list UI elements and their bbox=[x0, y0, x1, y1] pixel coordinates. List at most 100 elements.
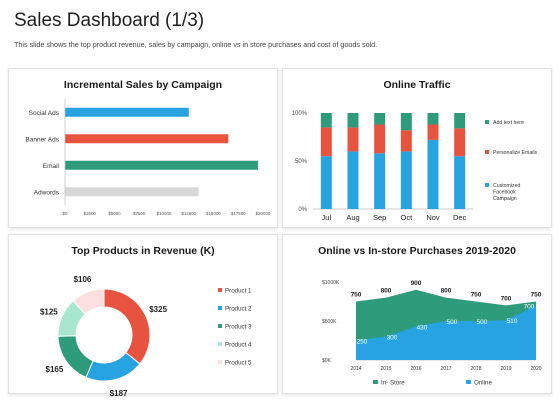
data-label-in-store-2019: 700 bbox=[501, 295, 512, 302]
bar-adwords bbox=[65, 187, 199, 197]
x-tick-label: $10000 bbox=[157, 211, 172, 216]
data-label-online-2015: 300 bbox=[387, 335, 398, 342]
incremental-sales-chart: Social Ads Banner Ads Email Adwords $0 $2500 $… bbox=[25, 99, 271, 216]
online-traffic-title: Online Traffic bbox=[383, 79, 451, 91]
y-tick-label: 100% bbox=[292, 111, 308, 117]
data-label-online-2014: 250 bbox=[357, 339, 368, 346]
bar-segment-personalize-emails-jul bbox=[320, 127, 332, 157]
bar-segment-personalize-emails-nov bbox=[427, 124, 439, 140]
y-tick-label: $1000K bbox=[322, 280, 340, 286]
x-tick-label-2018: 2018 bbox=[470, 366, 481, 372]
x-tick-label-2014: 2014 bbox=[350, 366, 361, 372]
data-label-in-store-2016: 900 bbox=[411, 280, 422, 287]
legend-label-customized-facebook-campaign: Customized Facebook Campaign bbox=[493, 183, 521, 202]
category-label-banner-ads: Banner Ads bbox=[25, 136, 59, 143]
x-tick-label-aug: Aug bbox=[346, 213, 359, 222]
y-tick-label: 0% bbox=[298, 207, 307, 213]
panel-purchases: Online vs In-store Purchases 2019-2020 $… bbox=[282, 234, 552, 394]
panel-top-products: Top Products in Revenue (K) $325 $187 $165… bbox=[8, 234, 278, 398]
bar-segment-add-text-here-sep bbox=[374, 113, 386, 125]
x-tick-label-jul: Jul bbox=[322, 213, 332, 222]
x-tick-label: $12500 bbox=[181, 211, 196, 216]
data-label-in-store-2020: 750 bbox=[531, 292, 542, 299]
x-tick-label: $15000 bbox=[206, 211, 221, 216]
x-tick-label-2015: 2015 bbox=[380, 366, 391, 372]
data-label-product-4: $125 bbox=[40, 307, 58, 316]
category-label-adwords: Adwords bbox=[34, 189, 60, 196]
legend-label-product-1: Product 1 bbox=[225, 288, 252, 295]
data-label-online-2018: 500 bbox=[477, 319, 488, 326]
bar-segment-customized-facebook-campaign-sep bbox=[374, 153, 386, 209]
x-tick-label: $0 bbox=[63, 211, 68, 216]
x-tick-label-oct: Oct bbox=[400, 213, 413, 222]
data-label-online-2016: 430 bbox=[417, 324, 428, 331]
bar-segment-customized-facebook-campaign-dec bbox=[454, 156, 466, 209]
legend-swatch-product-2 bbox=[218, 306, 222, 310]
x-tick-label-2019: 2019 bbox=[500, 366, 511, 372]
bar-segment-personalize-emails-oct bbox=[400, 130, 412, 152]
x-tick-label: $7500 bbox=[133, 211, 146, 216]
bar-segment-personalize-emails-dec bbox=[454, 128, 466, 157]
legend-swatch-product-5 bbox=[218, 360, 222, 364]
data-label-product-5: $106 bbox=[74, 275, 92, 284]
bar-segment-add-text-here-dec bbox=[454, 113, 466, 129]
data-label-online-2017: 500 bbox=[447, 319, 458, 326]
y-tick-label: $500K bbox=[322, 319, 337, 325]
legend-label-add-text-here: Add text here bbox=[493, 120, 524, 126]
legend-swatch-product-3 bbox=[218, 324, 222, 328]
panel-incremental-sales: Incremental Sales by Campaign Social Ads… bbox=[8, 68, 278, 228]
bar-segment-add-text-here-nov bbox=[427, 113, 439, 125]
legend-swatch-product-4 bbox=[218, 342, 222, 346]
bar-segment-add-text-here-oct bbox=[400, 113, 412, 131]
x-tick-label: $20000 bbox=[256, 211, 271, 216]
x-tick-label-2016: 2016 bbox=[410, 366, 421, 372]
legend-swatch-online bbox=[466, 380, 471, 384]
data-label-in-store-2015: 800 bbox=[381, 288, 392, 295]
legend-label-product-4: Product 4 bbox=[225, 342, 252, 349]
x-tick-label: $17500 bbox=[231, 211, 246, 216]
bar-segment-personalize-emails-sep bbox=[374, 124, 386, 154]
online-traffic-chart: 100% 50% 0% Jul Aug Sep Oct Nov Dec Customized Fac… bbox=[292, 111, 538, 222]
legend-label-product-5: Product 5 bbox=[225, 360, 252, 367]
data-label-product-3: $165 bbox=[46, 365, 64, 374]
bar-segment-customized-facebook-campaign-nov bbox=[427, 139, 439, 209]
panel-online-traffic: Online Traffic 100% 50% 0% Jul Aug Sep Oct Nov D… bbox=[282, 68, 552, 228]
x-tick-label-2017: 2017 bbox=[440, 366, 451, 372]
legend-label-online: Online bbox=[474, 380, 492, 387]
x-tick-label-dec: Dec bbox=[453, 213, 467, 222]
page-title: Sales Dashboard (1/3) bbox=[14, 10, 205, 31]
x-tick-label: $2500 bbox=[84, 211, 97, 216]
data-label-in-store-2018: 750 bbox=[471, 292, 482, 299]
bar-segment-add-text-here-jul bbox=[320, 113, 332, 128]
bar-segment-customized-facebook-campaign-aug bbox=[347, 151, 359, 209]
x-tick-label-2020: 2020 bbox=[530, 366, 541, 372]
x-tick-label-sep: Sep bbox=[373, 213, 386, 222]
data-label-product-2: $187 bbox=[110, 389, 128, 398]
donut-slice-product-5 bbox=[72, 288, 105, 315]
bar-segment-customized-facebook-campaign-jul bbox=[320, 156, 332, 209]
legend-swatch-customized-facebook-campaign bbox=[485, 183, 489, 187]
bar-segment-customized-facebook-campaign-oct bbox=[400, 151, 412, 209]
x-tick-label: $5000 bbox=[108, 211, 121, 216]
legend-label-in-store: In- Store bbox=[381, 380, 405, 387]
donut-slice-product-2 bbox=[85, 351, 141, 382]
data-label-in-store-2017: 800 bbox=[441, 288, 452, 295]
data-label-product-1: $325 bbox=[149, 305, 167, 314]
bar-segment-personalize-emails-aug bbox=[347, 127, 359, 152]
legend-swatch-personalize-emails bbox=[485, 150, 489, 154]
data-label-online-2020: 700 bbox=[524, 303, 535, 310]
bar-banner-ads bbox=[65, 134, 229, 144]
top-products-title: Top Products in Revenue (K) bbox=[71, 245, 215, 257]
purchases-title: Online vs In-store Purchases 2019-2020 bbox=[318, 245, 516, 257]
legend-swatch-in-store bbox=[373, 380, 378, 384]
legend-label-personalize-emails: Personalize Emails bbox=[493, 150, 538, 156]
y-tick-label: $0K bbox=[322, 358, 332, 364]
category-label-social-ads: Social Ads bbox=[29, 110, 60, 117]
donut-slice-product-1 bbox=[103, 288, 151, 365]
bar-email bbox=[65, 160, 259, 170]
top-products-chart: $325 $187 $165 $125 $106 Product 1 Product 2 Pr… bbox=[40, 275, 252, 398]
legend-swatch-product-1 bbox=[218, 288, 222, 292]
x-tick-label-nov: Nov bbox=[426, 213, 440, 222]
area-online bbox=[356, 305, 536, 360]
category-label-email: Email bbox=[43, 163, 60, 170]
